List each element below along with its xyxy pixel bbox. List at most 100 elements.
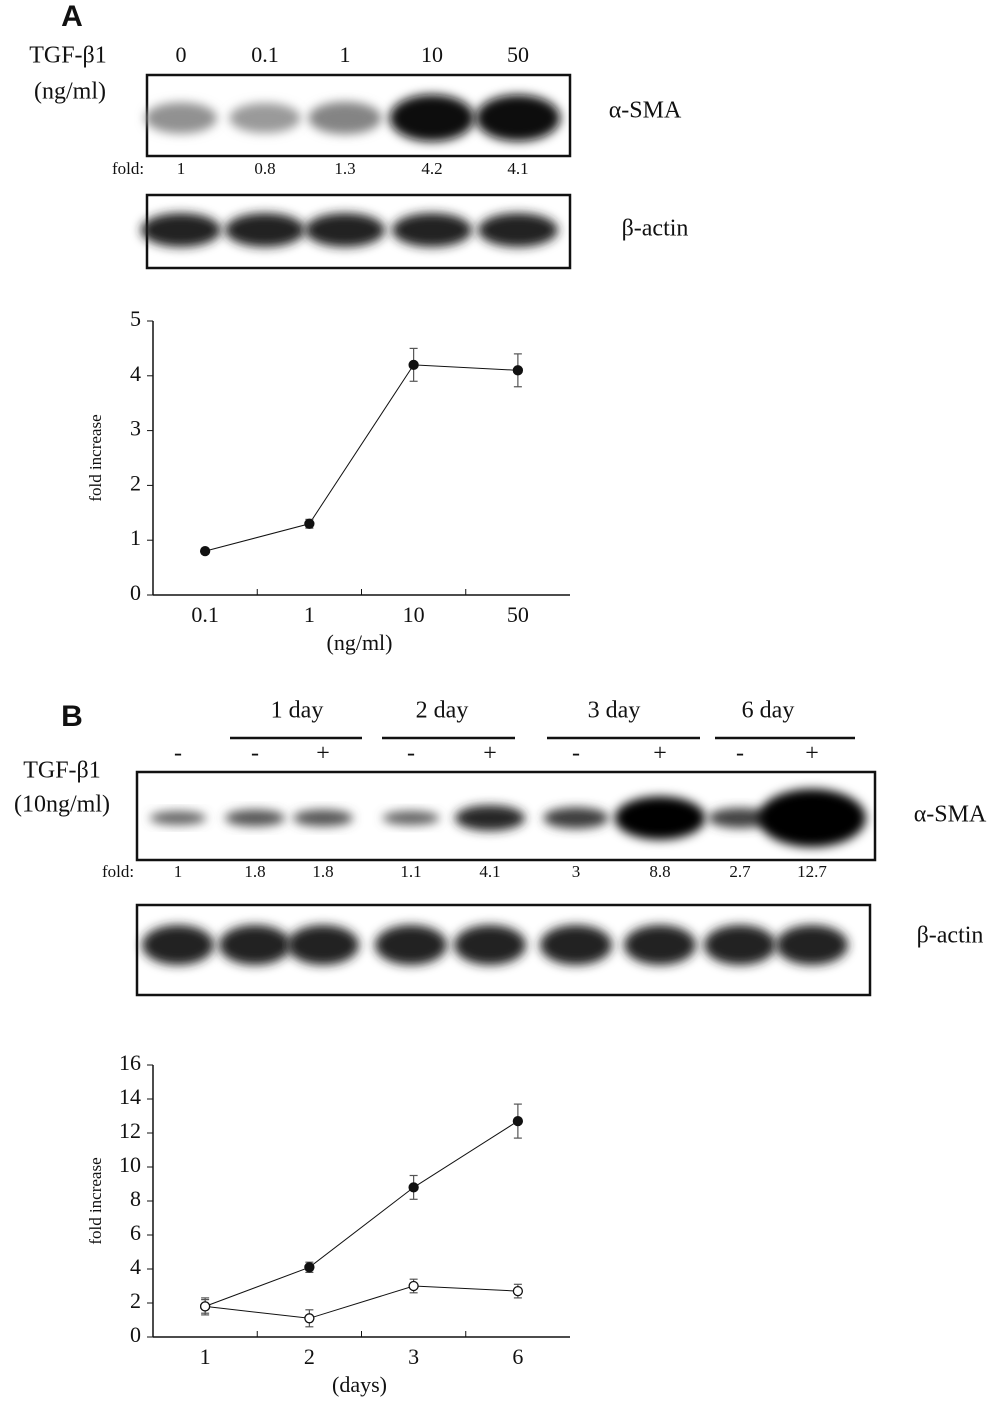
- data-point: [304, 518, 315, 529]
- dose-label: 1: [340, 42, 351, 67]
- actin-band: [219, 925, 291, 965]
- y-axis-label: fold increase: [86, 1157, 105, 1244]
- band: [149, 811, 207, 825]
- x-tick-label: 3: [408, 1344, 419, 1369]
- data-line: [205, 1285, 518, 1319]
- actin-band: [225, 213, 305, 247]
- group-label: 3 day: [588, 698, 641, 724]
- x-axis-label: (days): [332, 1372, 387, 1397]
- actin-band: [305, 213, 385, 247]
- actin-band: [454, 925, 526, 965]
- data-point: [408, 1280, 419, 1292]
- data-point: [512, 1285, 524, 1297]
- x-tick-label: 2: [304, 1344, 315, 1369]
- band: [293, 809, 353, 827]
- data-line: [204, 364, 518, 552]
- fold-value: 12.7: [797, 862, 827, 881]
- band: [308, 101, 382, 135]
- band: [454, 805, 526, 831]
- x-tick-label: 0.1: [191, 602, 219, 627]
- sign-label: -: [407, 741, 415, 767]
- group-label: 2 day: [416, 698, 469, 724]
- y-tick-label: 6: [130, 1220, 141, 1245]
- fold-value: 2.7: [729, 862, 751, 881]
- sign-label: +: [805, 741, 819, 767]
- y-tick-label: 14: [119, 1084, 141, 1109]
- panel-label: B: [61, 700, 83, 733]
- protein-label: α-SMA: [914, 802, 987, 828]
- dose-label: 0: [176, 42, 187, 67]
- x-tick-label: 1: [200, 1344, 211, 1369]
- actin-band: [142, 925, 214, 965]
- band: [145, 102, 217, 134]
- fold-value: 0.8: [254, 159, 275, 178]
- dose-label: 0.1: [251, 42, 279, 67]
- fold-value: 4.1: [507, 159, 528, 178]
- y-tick-label: 4: [130, 361, 141, 386]
- data-point: [512, 365, 524, 376]
- actin-band: [776, 925, 848, 965]
- x-tick-label: 50: [507, 602, 529, 627]
- actin-band: [392, 213, 472, 247]
- sign-label: -: [251, 741, 259, 767]
- dose-label: 50: [507, 42, 529, 67]
- sign-label: -: [736, 741, 744, 767]
- band: [475, 94, 561, 142]
- sign-label: +: [653, 741, 667, 767]
- band: [229, 103, 301, 133]
- x-axis-label: (ng/ml): [327, 630, 393, 655]
- band: [758, 788, 866, 848]
- unit-label: (10ng/ml): [14, 792, 110, 818]
- sign-label: +: [483, 741, 497, 767]
- x-tick-label: 10: [403, 602, 425, 627]
- fold-value: 8.8: [649, 862, 670, 881]
- band: [389, 94, 475, 142]
- data-point: [199, 546, 211, 557]
- group-label: 1 day: [271, 698, 324, 724]
- panel-label: A: [61, 0, 83, 33]
- fold-value: 1.8: [312, 862, 333, 881]
- sign-label: +: [316, 741, 330, 767]
- actin-band: [624, 925, 696, 965]
- fold-value: 1: [174, 862, 183, 881]
- y-tick-label: 16: [119, 1050, 141, 1075]
- fold-value: 1.8: [244, 862, 265, 881]
- y-tick-label: 2: [130, 1288, 141, 1313]
- y-tick-label: 12: [119, 1118, 141, 1143]
- data-point: [304, 1313, 315, 1324]
- unit-label: (ng/ml): [34, 79, 106, 105]
- actin-band: [287, 925, 359, 965]
- band: [543, 807, 609, 829]
- band: [225, 809, 285, 827]
- band: [614, 796, 706, 840]
- actin-band: [704, 925, 776, 965]
- y-tick-label: 0: [130, 580, 141, 605]
- x-tick-label: 1: [304, 602, 315, 627]
- actin-band: [540, 925, 612, 965]
- data-point: [512, 1115, 524, 1127]
- fold-value: 4.2: [421, 159, 442, 178]
- data-point: [408, 359, 419, 370]
- y-tick-label: 3: [130, 416, 141, 441]
- fold-value: 3: [572, 862, 581, 881]
- fold-label: fold:: [102, 862, 134, 881]
- fold-label: fold:: [112, 159, 144, 178]
- band: [708, 807, 772, 829]
- y-tick-label: 2: [130, 470, 141, 495]
- y-axis-label: fold increase: [86, 414, 105, 501]
- group-label: 6 day: [742, 698, 795, 724]
- protein-label: β-actin: [917, 923, 984, 949]
- band: [382, 810, 440, 826]
- y-tick-label: 0: [130, 1322, 141, 1347]
- fold-value: 1.3: [334, 159, 355, 178]
- y-tick-label: 5: [130, 306, 141, 331]
- y-tick-label: 4: [130, 1254, 141, 1279]
- x-tick-label: 6: [512, 1344, 523, 1369]
- treatment-label: TGF-β1: [29, 43, 107, 69]
- protein-label: β-actin: [622, 216, 689, 242]
- y-tick-label: 8: [130, 1186, 141, 1211]
- fold-value: 1: [177, 159, 186, 178]
- treatment-label: TGF-β1: [23, 758, 101, 784]
